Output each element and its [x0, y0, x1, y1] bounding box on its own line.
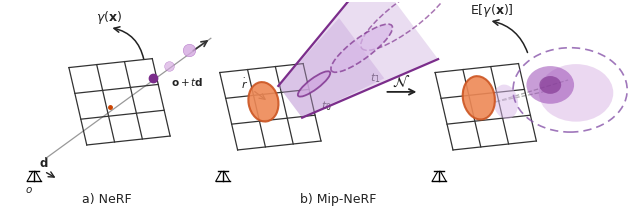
Text: $o$: $o$: [25, 185, 33, 195]
Ellipse shape: [463, 76, 495, 120]
Ellipse shape: [527, 66, 574, 104]
Ellipse shape: [540, 76, 561, 94]
Ellipse shape: [248, 82, 278, 121]
Ellipse shape: [539, 64, 613, 122]
Text: $\mathrm{E}[\gamma(\mathbf{x})]$: $\mathrm{E}[\gamma(\mathbf{x})]$: [470, 2, 514, 19]
Text: $\gamma(\mathbf{x})$: $\gamma(\mathbf{x})$: [95, 9, 122, 26]
Text: $\mathcal{N}$: $\mathcal{N}$: [392, 74, 410, 90]
Polygon shape: [278, 18, 384, 118]
Text: $\dot{r}$: $\dot{r}$: [241, 77, 248, 91]
Ellipse shape: [331, 24, 392, 72]
Text: $\mathbf{d}$: $\mathbf{d}$: [40, 156, 49, 170]
Text: b) Mip-NeRF: b) Mip-NeRF: [300, 192, 376, 206]
Ellipse shape: [493, 85, 518, 119]
Polygon shape: [278, 0, 438, 118]
Text: $\mathbf{o} + t\mathbf{d}$: $\mathbf{o} + t\mathbf{d}$: [171, 76, 204, 88]
Text: $t_1$: $t_1$: [371, 71, 381, 85]
Text: a) NeRF: a) NeRF: [82, 192, 131, 206]
Text: $t_0$: $t_0$: [321, 99, 332, 113]
Ellipse shape: [298, 71, 330, 97]
